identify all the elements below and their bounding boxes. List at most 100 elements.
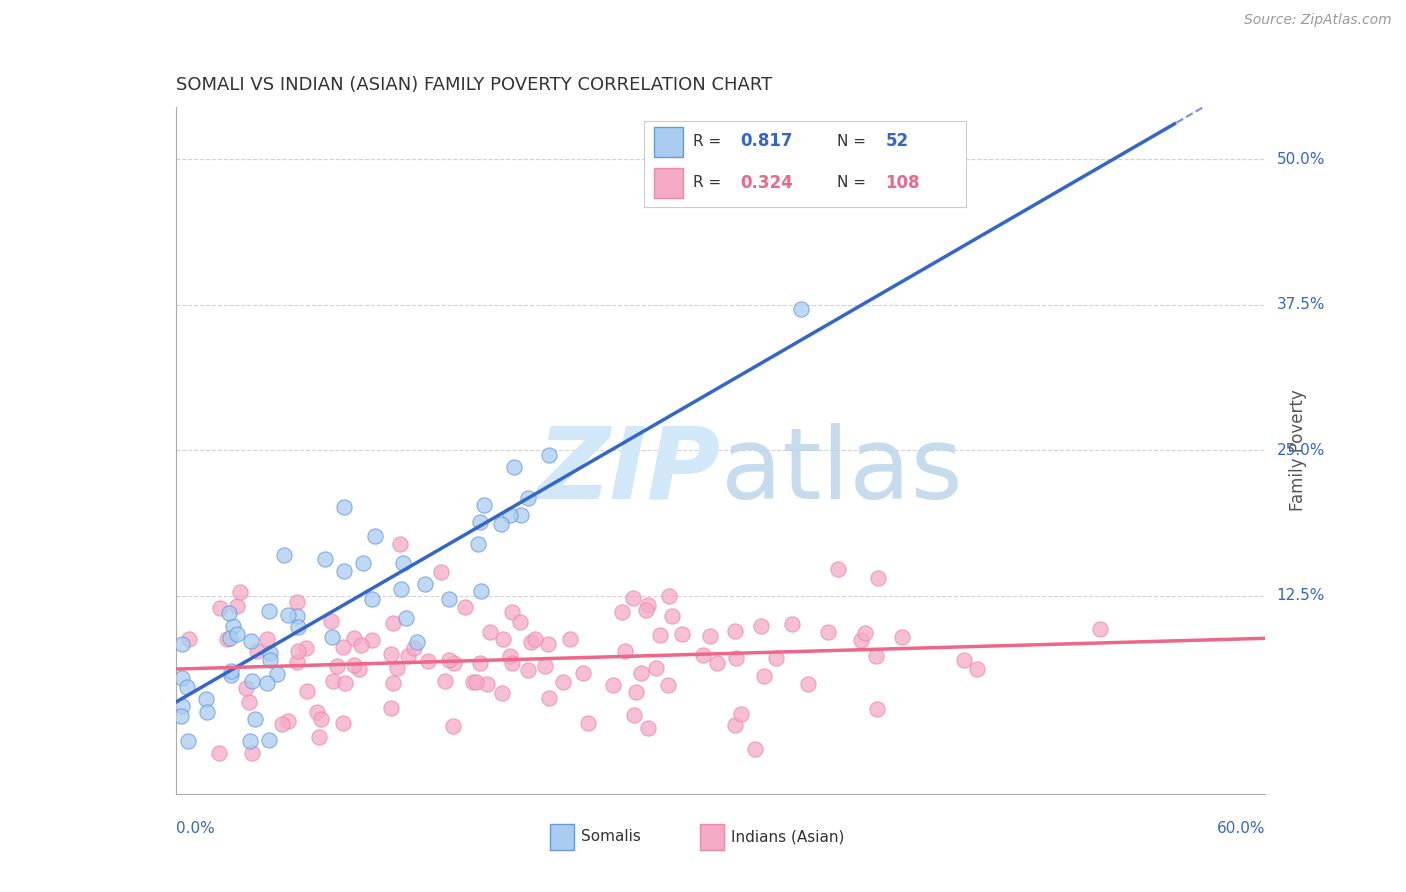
- Point: [492, 632, 515, 646]
- Point: [332, 715, 354, 730]
- Text: 50.0%: 50.0%: [1277, 152, 1324, 167]
- Point: [671, 627, 693, 641]
- Point: [172, 699, 194, 714]
- Point: [699, 629, 721, 643]
- Point: [326, 659, 349, 673]
- Point: [391, 582, 413, 596]
- Point: [228, 585, 250, 599]
- Point: [765, 651, 787, 665]
- Point: [218, 631, 240, 645]
- Point: [499, 508, 522, 522]
- Point: [194, 692, 217, 706]
- Point: [287, 608, 309, 623]
- Point: [437, 592, 460, 607]
- Point: [744, 742, 766, 756]
- Point: [433, 674, 456, 689]
- Point: [537, 637, 560, 651]
- Point: [333, 564, 356, 578]
- Point: [510, 508, 533, 522]
- Point: [519, 635, 541, 649]
- Point: [478, 624, 501, 639]
- Point: [343, 657, 366, 672]
- Point: [966, 662, 988, 676]
- Point: [256, 676, 278, 690]
- Point: [350, 638, 373, 652]
- Point: [385, 661, 408, 675]
- Point: [314, 552, 336, 566]
- Point: [634, 603, 657, 617]
- Point: [349, 663, 371, 677]
- Point: [621, 591, 644, 605]
- Point: [537, 690, 560, 705]
- Point: [277, 714, 299, 728]
- Point: [195, 706, 218, 720]
- Point: [551, 675, 574, 690]
- Point: [319, 615, 342, 629]
- Point: [221, 619, 243, 633]
- Text: atlas: atlas: [721, 423, 962, 519]
- Point: [523, 632, 546, 646]
- Point: [380, 701, 402, 715]
- Point: [706, 657, 728, 671]
- Text: 60.0%: 60.0%: [1218, 821, 1265, 836]
- Point: [404, 640, 426, 655]
- Point: [868, 571, 890, 585]
- Text: Source: ZipAtlas.com: Source: ZipAtlas.com: [1244, 13, 1392, 28]
- Point: [322, 674, 344, 689]
- Point: [170, 671, 193, 685]
- Point: [443, 656, 465, 670]
- Point: [380, 647, 402, 661]
- Point: [208, 746, 231, 760]
- Point: [395, 611, 418, 625]
- Point: [235, 681, 257, 695]
- Point: [396, 648, 419, 663]
- Point: [472, 498, 495, 512]
- Point: [661, 608, 683, 623]
- Point: [257, 732, 280, 747]
- Text: ZIP: ZIP: [537, 423, 721, 519]
- Point: [257, 604, 280, 618]
- Point: [259, 652, 281, 666]
- Point: [352, 557, 374, 571]
- Point: [177, 734, 200, 748]
- Point: [477, 677, 499, 691]
- Point: [630, 665, 652, 680]
- Text: 12.5%: 12.5%: [1277, 589, 1324, 604]
- Point: [853, 625, 876, 640]
- Point: [418, 654, 440, 668]
- Point: [321, 630, 343, 644]
- Y-axis label: Family Poverty: Family Poverty: [1289, 390, 1308, 511]
- Point: [294, 641, 316, 656]
- Point: [413, 576, 436, 591]
- Text: 25.0%: 25.0%: [1277, 443, 1324, 458]
- Point: [406, 635, 429, 649]
- Point: [724, 718, 747, 732]
- Point: [256, 632, 278, 647]
- Point: [333, 500, 356, 514]
- Point: [218, 606, 240, 620]
- Point: [754, 669, 776, 683]
- Point: [509, 615, 531, 629]
- Point: [277, 608, 299, 623]
- Point: [952, 653, 974, 667]
- Point: [437, 653, 460, 667]
- Point: [287, 644, 309, 658]
- Point: [441, 719, 464, 733]
- Text: 37.5%: 37.5%: [1277, 297, 1324, 312]
- Point: [240, 746, 263, 760]
- Point: [266, 667, 288, 681]
- Point: [623, 707, 645, 722]
- Point: [389, 537, 412, 551]
- Point: [308, 730, 330, 744]
- Point: [602, 678, 624, 692]
- Point: [780, 617, 803, 632]
- Point: [538, 448, 561, 462]
- Point: [817, 625, 839, 640]
- Point: [240, 633, 263, 648]
- Point: [724, 651, 747, 665]
- Point: [179, 632, 201, 647]
- Point: [645, 661, 668, 675]
- Point: [866, 702, 889, 716]
- Point: [610, 606, 633, 620]
- Point: [491, 686, 513, 700]
